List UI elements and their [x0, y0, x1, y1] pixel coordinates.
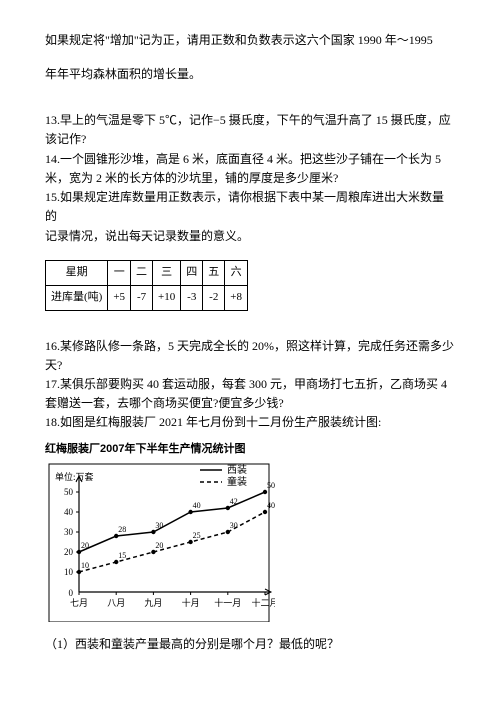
svg-text:20: 20 [64, 547, 74, 557]
svg-text:30: 30 [64, 527, 74, 537]
table-row-cell: -7 [131, 285, 153, 310]
question-13: 13.早上的气温是零下 5℃，记作−5 摄氏度，下午的气温升高了 15 摄氏度，… [45, 111, 455, 149]
inventory-table: 星期 一 二 三 四 五 六 进库量(吨) +5 -7 +10 -3 -2 +8 [45, 260, 248, 311]
svg-text:25: 25 [193, 531, 201, 540]
table-row-cell: +8 [225, 285, 248, 310]
svg-text:10: 10 [64, 567, 74, 577]
question-17: 17.某俱乐部要购买 40 套运动服，每套 300 元，甲商场打七五折，乙商场买… [45, 375, 455, 413]
svg-text:30: 30 [155, 521, 163, 530]
svg-text:童装: 童装 [227, 475, 247, 488]
table-row-cell: 进库量(吨) [46, 285, 108, 310]
svg-text:十一月: 十一月 [214, 597, 241, 608]
svg-text:30: 30 [230, 521, 238, 530]
table-header-cell: 星期 [46, 260, 108, 285]
line-chart: 10 20 30 40 50 七月 八月 九月 十月 十一月十二月 单位:万套 0 20 28 30 40 42… [45, 462, 275, 622]
svg-text:九月: 九月 [144, 598, 162, 608]
table-row-cell: +5 [108, 285, 131, 310]
table-header-cell: 二 [131, 260, 153, 285]
table-header-cell: 一 [108, 260, 131, 285]
intro-line1: 如果规定将"增加"记为正，请用正数和负数表示这六个国家 1990 年～1995 [45, 30, 455, 52]
svg-text:10: 10 [81, 561, 89, 570]
table-row-cell: -2 [203, 285, 225, 310]
chart-title: 红梅服装厂2007年下半年生产情况统计图 [45, 440, 455, 460]
svg-text:七月: 七月 [70, 598, 88, 608]
svg-text:20: 20 [81, 541, 89, 550]
svg-text:50: 50 [267, 481, 275, 490]
question-18: 18.如图是红梅服装厂 2021 年七月份到十二月份生产服装统计图: [45, 413, 455, 432]
svg-text:40: 40 [64, 507, 74, 517]
intro-line2: 年年平均森林面积的增长量。 [45, 64, 455, 86]
svg-text:十二月: 十二月 [251, 597, 275, 608]
svg-text:20: 20 [155, 541, 163, 550]
table-header-cell: 三 [153, 260, 181, 285]
svg-text:40: 40 [267, 501, 275, 510]
table-header-cell: 六 [225, 260, 248, 285]
question-18-sub1: （1）西装和童装产量最高的分别是哪个月？最低的呢？ [45, 634, 455, 656]
svg-text:0: 0 [69, 588, 74, 598]
question-15a: 15.如果规定进库数量用正数表示，请你根据下表中某一周粮库进出大米数量的 [45, 188, 455, 226]
svg-text:八月: 八月 [107, 598, 125, 608]
svg-text:50: 50 [64, 487, 74, 497]
svg-text:40: 40 [193, 501, 201, 510]
svg-text:单位:万套: 单位:万套 [55, 471, 94, 482]
svg-text:西装: 西装 [227, 463, 247, 476]
svg-text:28: 28 [118, 525, 126, 534]
question-15b: 记录情况，说出每天记录数量的意义。 [45, 226, 455, 248]
table-row-cell: -3 [181, 285, 203, 310]
question-14: 14.一个圆锥形沙堆，高是 6 米，底面直径 4 米。把这些沙子铺在一个长为 5… [45, 150, 455, 188]
svg-text:15: 15 [118, 551, 126, 560]
question-16: 16.某修路队修一条路，5 天完成全长的 20%，照这样计算，完成任务还需多少天… [45, 337, 455, 375]
table-row-cell: +10 [153, 285, 181, 310]
table-header-cell: 五 [203, 260, 225, 285]
svg-text:42: 42 [230, 497, 238, 506]
svg-text:十月: 十月 [182, 597, 200, 608]
table-header-cell: 四 [181, 260, 203, 285]
